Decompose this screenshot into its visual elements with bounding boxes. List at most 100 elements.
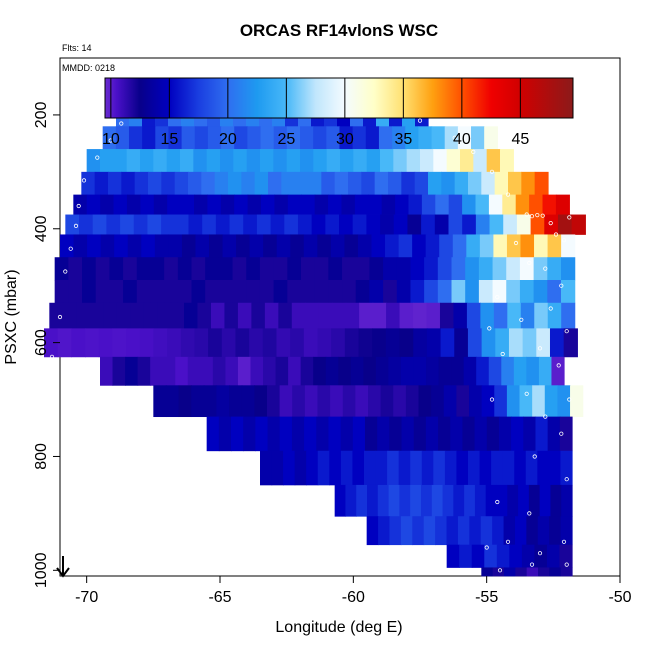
heatmap-cell xyxy=(167,194,182,215)
heatmap-cell xyxy=(413,416,427,452)
heatmap-cell xyxy=(496,484,508,517)
heatmap-cell xyxy=(256,214,272,235)
heatmap-cell xyxy=(344,234,359,258)
heatmap-cell xyxy=(426,328,442,358)
heatmap-cell xyxy=(236,234,251,258)
heatmap-cell xyxy=(115,126,130,150)
heatmap-cell xyxy=(81,171,96,196)
heatmap-cell xyxy=(292,385,306,418)
heatmap-cell xyxy=(317,450,330,486)
heatmap-cell xyxy=(559,544,573,568)
heatmap-cell xyxy=(297,214,313,235)
heatmap-cell xyxy=(278,302,293,329)
heatmap-cell xyxy=(233,149,248,173)
heatmap-cell xyxy=(471,126,485,150)
heatmap-cell xyxy=(435,194,450,215)
heatmap-cell xyxy=(380,385,394,418)
heatmap-cell xyxy=(94,171,109,196)
heatmap-cell xyxy=(194,328,209,358)
heatmap-cell xyxy=(193,149,208,173)
heatmap-cell xyxy=(485,484,498,517)
heatmap-cell xyxy=(271,450,284,486)
heatmap-cell xyxy=(206,416,220,452)
heatmap-cell xyxy=(330,234,346,258)
heatmap-cell xyxy=(519,385,533,418)
data-point xyxy=(495,499,500,505)
heatmap-cell xyxy=(448,214,463,235)
heatmap-cell xyxy=(300,280,316,304)
heatmap-cell xyxy=(405,385,420,418)
heatmap-cell xyxy=(501,356,515,386)
heatmap-cell xyxy=(493,302,508,329)
data-point xyxy=(95,155,100,160)
heatmap-cell xyxy=(570,385,584,418)
colorbar-tick-label: 15 xyxy=(160,131,178,148)
heatmap-cell xyxy=(368,385,382,418)
heatmap-cell xyxy=(284,214,299,235)
heatmap-cell xyxy=(424,280,439,304)
heatmap-cell xyxy=(481,171,496,196)
heatmap-cell xyxy=(150,280,165,304)
heatmap-cell xyxy=(259,280,275,304)
heatmap-cell xyxy=(413,356,427,386)
heatmap-cell xyxy=(386,302,401,329)
heatmap-cell xyxy=(522,328,537,358)
heatmap-cell xyxy=(174,171,189,196)
heatmap-cell xyxy=(249,328,264,358)
y-tick-label: 400 xyxy=(33,215,50,242)
x-tick-label: -60 xyxy=(342,589,365,606)
heatmap-cell xyxy=(273,149,288,173)
heatmap-cell xyxy=(313,356,327,386)
heatmap-cell xyxy=(241,385,255,418)
heatmap-cell xyxy=(560,450,573,486)
heatmap-cell xyxy=(352,126,367,150)
heatmap-cell xyxy=(232,257,247,281)
heatmap-cell xyxy=(363,356,377,386)
data-point xyxy=(561,539,567,544)
heatmap-cell xyxy=(259,257,275,281)
heatmap-cell xyxy=(364,450,377,486)
heatmap-cell xyxy=(229,214,244,235)
heatmap-cell xyxy=(406,149,421,173)
heatmap-cell xyxy=(519,280,535,304)
heatmap-cell xyxy=(330,385,344,418)
heatmap-cell xyxy=(188,171,202,196)
data-point xyxy=(108,138,113,143)
heatmap-cell xyxy=(251,302,266,329)
y-axis-label: PSXC (mbar) xyxy=(3,269,20,364)
data-point xyxy=(561,238,567,243)
heatmap-cell xyxy=(464,484,476,517)
heatmap-cell xyxy=(401,171,416,196)
heatmap-cell xyxy=(366,516,379,546)
heatmap-cell xyxy=(174,214,190,235)
heatmap-cell xyxy=(286,126,301,150)
heatmap-cell xyxy=(463,356,477,386)
heatmap-cell xyxy=(102,126,117,150)
heatmap-cell xyxy=(438,416,451,452)
heatmap-cell xyxy=(112,328,127,358)
colorbar-tick-label: 30 xyxy=(336,131,354,148)
heatmap-cell xyxy=(234,194,249,215)
heatmap-cell xyxy=(526,356,540,386)
heatmap-cell xyxy=(426,302,441,329)
heatmap-cell xyxy=(342,257,357,281)
heatmap-cell xyxy=(325,356,339,386)
heatmap-cell xyxy=(369,280,384,304)
heatmap-cell xyxy=(481,328,496,358)
heatmap-cell xyxy=(191,385,205,418)
heatmap-cell xyxy=(498,416,512,452)
heatmap-cell xyxy=(365,126,380,150)
heatmap-cell xyxy=(170,302,185,329)
data-point xyxy=(543,414,548,419)
heatmap-cell xyxy=(200,356,214,386)
heatmap-cell xyxy=(334,171,349,196)
heatmap-cell xyxy=(300,356,314,386)
data-point xyxy=(527,511,532,516)
heatmap-cell xyxy=(547,416,561,452)
heatmap-cell xyxy=(218,257,234,281)
heatmap-cell xyxy=(532,385,546,418)
heatmap-cell xyxy=(224,302,239,329)
y-tick-label: 200 xyxy=(33,101,50,128)
data-point xyxy=(76,203,81,209)
heatmap-cell xyxy=(232,280,247,304)
